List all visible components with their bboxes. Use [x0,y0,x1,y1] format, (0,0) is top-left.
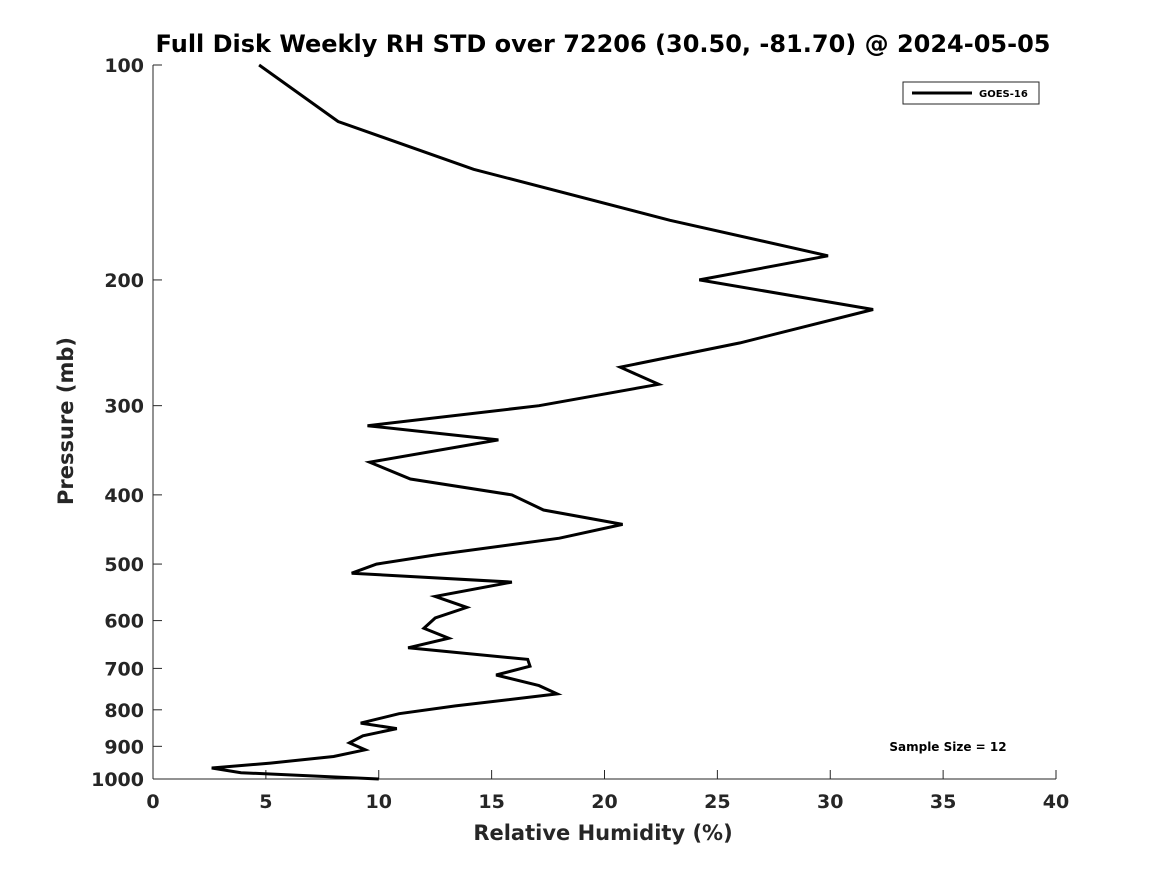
y-tick-label: 600 [104,611,144,633]
x-tick-label: 25 [704,791,730,813]
series-line-goes-16 [211,63,874,781]
x-tick-label: 10 [366,791,392,813]
y-tick-label: 100 [104,55,144,77]
y-tick-label: 500 [104,554,144,576]
y-tick-label: 200 [104,270,144,292]
legend-entry: GOES-16 [979,89,1028,100]
chart-title: Full Disk Weekly RH STD over 72206 (30.5… [156,30,1051,58]
x-tick-label: 5 [259,791,272,813]
x-tick-label: 20 [591,791,617,813]
x-tick-label: 35 [930,791,956,813]
x-tick-label: 30 [817,791,843,813]
sample-size-annotation: Sample Size = 12 [889,740,1006,754]
x-tick-label: 15 [478,791,504,813]
y-axis-label: Pressure (mb) [54,337,78,505]
x-tick-label: 40 [1043,791,1069,813]
x-axis-label: Relative Humidity (%) [473,821,732,845]
y-tick-label: 300 [104,396,144,418]
x-tick-label: 0 [146,791,159,813]
y-tick-label: 1000 [91,769,144,791]
y-tick-label: 900 [104,736,144,758]
y-tick-label: 400 [104,485,144,507]
y-tick-label: 700 [104,658,144,680]
y-tick-label: 800 [104,700,144,722]
plot-area: 0 5 10 15 20 25 30 35 40 100 200 300 400 500 600 700 800… [91,55,1069,813]
